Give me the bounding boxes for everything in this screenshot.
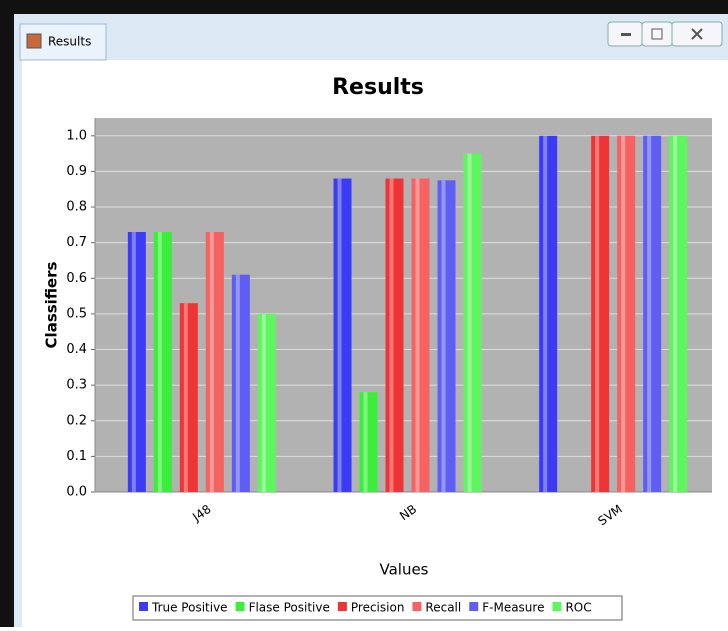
bar-highlight (364, 392, 368, 492)
bar (334, 179, 352, 492)
bar-highlight (132, 232, 136, 492)
bar (386, 179, 404, 492)
legend-swatch (338, 602, 347, 611)
maximize-button[interactable] (642, 22, 672, 46)
legend-label: Precision (351, 601, 405, 615)
bar (617, 136, 635, 492)
legend-swatch (552, 602, 561, 611)
bar-highlight (158, 232, 162, 492)
bar (154, 232, 172, 492)
bar-highlight (338, 179, 342, 492)
bar-highlight (390, 179, 394, 492)
y-tick-label: 0.1 (66, 449, 87, 464)
window-icon (27, 34, 41, 48)
y-tick-label: 0.9 (66, 164, 87, 179)
y-tick-label: 0.0 (66, 485, 87, 500)
bar-highlight (416, 179, 420, 492)
bar (360, 392, 378, 492)
bar-highlight (673, 136, 677, 492)
legend-swatch (139, 602, 148, 611)
window-title: Results (48, 35, 91, 49)
y-tick-label: 1.0 (66, 128, 87, 143)
bar (232, 275, 250, 492)
y-tick-label: 0.5 (66, 306, 87, 321)
x-axis-label: Values (379, 561, 428, 579)
bar (464, 154, 482, 492)
bar-highlight (442, 180, 446, 492)
screen: Results Results Classifiers Values 0.0 0.… (0, 0, 728, 627)
bar-highlight (595, 136, 599, 492)
bar-highlight (647, 136, 651, 492)
legend-label: Flase Positive (249, 601, 330, 615)
y-tick-label: 0.7 (66, 235, 87, 250)
y-tick-label: 0.3 (66, 378, 87, 393)
bar (128, 232, 146, 492)
bar-highlight (262, 314, 266, 492)
y-tick-label: 0.4 (66, 342, 87, 357)
legend-label: F-Measure (482, 601, 544, 615)
minimize-icon (621, 33, 631, 36)
bar (412, 179, 430, 492)
y-tick-label: 0.2 (66, 413, 87, 428)
legend-swatch (412, 602, 421, 611)
y-tick-label: 0.8 (66, 200, 87, 215)
bar (591, 136, 609, 492)
y-tick-label: 0.6 (66, 271, 87, 286)
bar-highlight (184, 303, 188, 492)
chart-title: Results (332, 75, 424, 100)
legend-label: ROC (565, 601, 591, 615)
bar-highlight (621, 136, 625, 492)
legend-swatch (236, 602, 245, 611)
y-axis-label: Classifiers (43, 261, 61, 348)
bar-highlight (210, 232, 214, 492)
legend-label: Recall (425, 601, 461, 615)
bar (206, 232, 224, 492)
bar-highlight (468, 154, 472, 492)
bar-highlight (236, 275, 240, 492)
window-controls (608, 22, 722, 46)
legend-label: True Positive (151, 601, 228, 615)
bar (438, 180, 456, 492)
legend-swatch (469, 602, 478, 611)
bar (539, 136, 557, 492)
bar (643, 136, 661, 492)
bar (180, 303, 198, 492)
bar (258, 314, 276, 492)
bar-highlight (543, 136, 547, 492)
bar (669, 136, 687, 492)
